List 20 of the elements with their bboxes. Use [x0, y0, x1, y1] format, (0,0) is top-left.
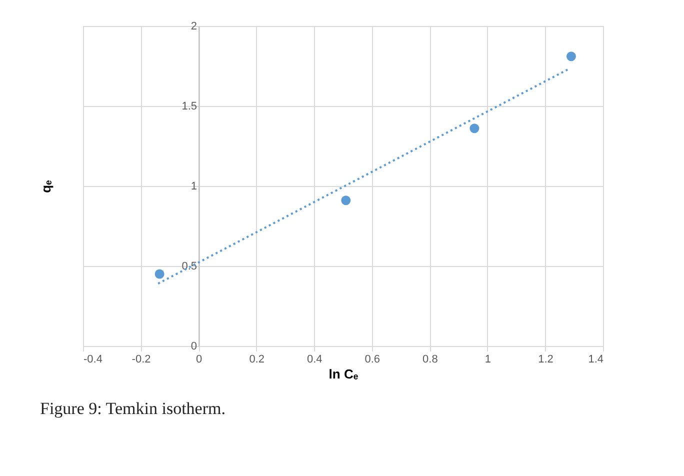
- y-tick-label: 0: [190, 340, 198, 352]
- point: [154, 269, 164, 279]
- x-tick-label: -0.4: [84, 354, 102, 366]
- x-tick-label: 1.4: [588, 354, 604, 366]
- y-tick-label: 1.5: [182, 100, 198, 112]
- x-tick-label: 1.2: [538, 354, 554, 366]
- x-tick-label: 0.6: [364, 354, 380, 366]
- point: [470, 124, 480, 134]
- x-tick-label: 0.2: [249, 354, 264, 366]
- x-tick-label: -0.2: [132, 354, 151, 366]
- x-tick-label: 0.8: [422, 354, 438, 366]
- x-tick-label: 0.4: [306, 354, 322, 366]
- x-axis-title: ln Cₑ: [328, 366, 358, 382]
- y-tick-label: 1: [190, 180, 198, 192]
- point: [341, 196, 351, 206]
- y-axis-title: qₑ: [38, 180, 54, 193]
- y-tick-label: 2: [190, 20, 198, 32]
- x-tick-label: 1: [484, 354, 492, 366]
- caption: Figure 9: Temkin isotherm.: [40, 399, 226, 418]
- point: [566, 52, 576, 62]
